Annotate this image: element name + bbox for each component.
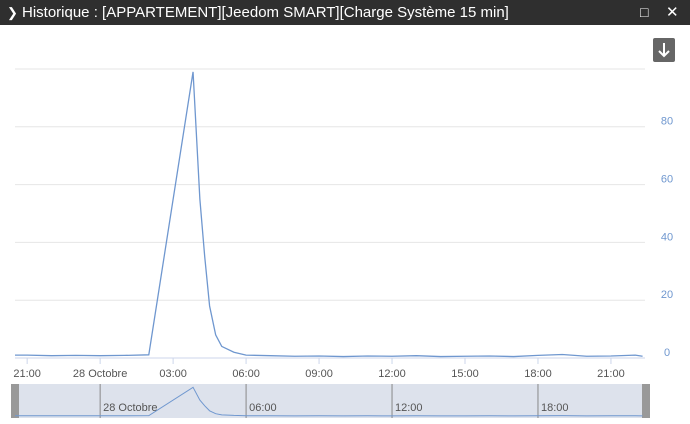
x-tick-label: 28 Octobre — [73, 368, 127, 380]
x-tick-label: 03:00 — [159, 368, 187, 380]
navigator-label: 28 Octobre — [103, 402, 157, 414]
navigator — [15, 384, 645, 418]
chart: 0 20 40 60 80 21:00 28 Octobre 28 Octobre 03:00 0… — [11, 38, 675, 418]
collapse-icon[interactable]: ❯ — [7, 5, 18, 20]
x-tick-label: 12:00 — [378, 368, 406, 380]
x-tick-label: 09:00 — [305, 368, 333, 380]
y-tick-label: 0 — [664, 347, 670, 359]
navigator-label: 12:00 — [395, 402, 423, 414]
y-tick-label: 40 — [661, 231, 673, 243]
maximize-button[interactable]: □ — [640, 4, 649, 20]
navigator-label: 18:00 — [541, 402, 569, 414]
series-line — [15, 71, 643, 358]
y-tick-label: 60 — [661, 174, 673, 186]
download-icon — [658, 43, 670, 58]
navigator-handle[interactable] — [642, 384, 650, 418]
navigator-line — [15, 386, 643, 417]
x-tick-label: 15:00 — [451, 368, 479, 380]
y-tick-label: 80 — [661, 116, 673, 128]
navigator-label: 06:00 — [249, 402, 277, 414]
title-bar: ❯ Historique : [APPARTEMENT][Jeedom SMAR… — [0, 0, 690, 25]
window-title: Historique : [APPARTEMENT][Jeedom SMART]… — [22, 4, 509, 21]
y-tick-label: 20 — [661, 289, 673, 301]
x-tick-label: 21:00 — [597, 368, 625, 380]
x-tick-label: 21:00 — [13, 368, 41, 380]
x-tick-label: 06:00 — [232, 368, 260, 380]
close-button[interactable]: ✕ — [666, 4, 679, 21]
navigator-handle[interactable] — [11, 384, 19, 418]
x-tick-label: 18:00 — [524, 368, 552, 380]
